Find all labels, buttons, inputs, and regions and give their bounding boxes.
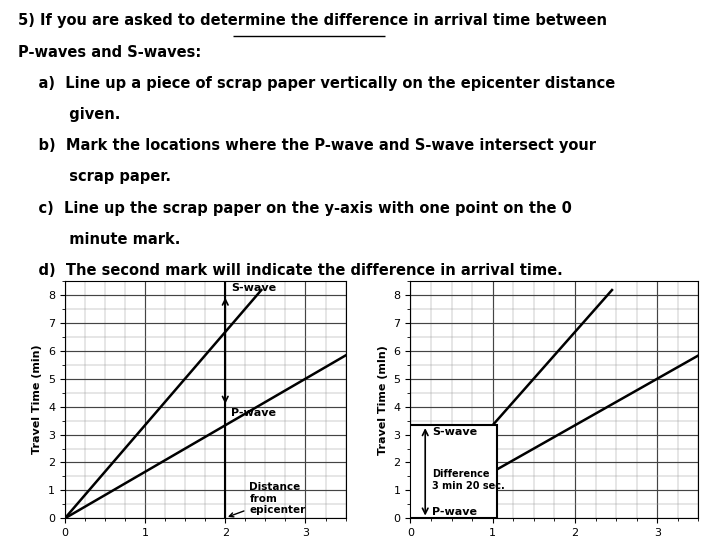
- Text: minute mark.: minute mark.: [18, 232, 180, 247]
- Text: given.: given.: [18, 107, 120, 122]
- Text: a)  Line up a piece of scrap paper vertically on the epicenter distance: a) Line up a piece of scrap paper vertic…: [18, 76, 615, 91]
- Text: c)  Line up the scrap paper on the y-axis with one point on the 0: c) Line up the scrap paper on the y-axis…: [18, 201, 572, 215]
- Text: 5) If you are asked to determine the difference in arrival time between: 5) If you are asked to determine the dif…: [18, 14, 607, 28]
- Text: scrap paper.: scrap paper.: [18, 170, 171, 185]
- Text: P-wave: P-wave: [432, 507, 477, 517]
- Text: P-wave: P-wave: [231, 408, 276, 418]
- Text: S-wave: S-wave: [432, 427, 477, 437]
- Text: P-waves and S-waves:: P-waves and S-waves:: [18, 45, 201, 59]
- Y-axis label: Travel Time (min): Travel Time (min): [32, 345, 42, 455]
- Bar: [410, 426, 497, 518]
- Text: d)  The second mark will indicate the difference in arrival time.: d) The second mark will indicate the dif…: [18, 263, 562, 278]
- Y-axis label: Travel Time (mIn): Travel Time (mIn): [378, 345, 388, 455]
- Text: Distance
from
epicenter: Distance from epicenter: [229, 482, 305, 517]
- Text: b)  Mark the locations where the P-wave and S-wave intersect your: b) Mark the locations where the P-wave a…: [18, 138, 595, 153]
- Text: S-wave: S-wave: [231, 284, 276, 293]
- Text: Difference
3 min 20 sec.: Difference 3 min 20 sec.: [432, 469, 505, 491]
